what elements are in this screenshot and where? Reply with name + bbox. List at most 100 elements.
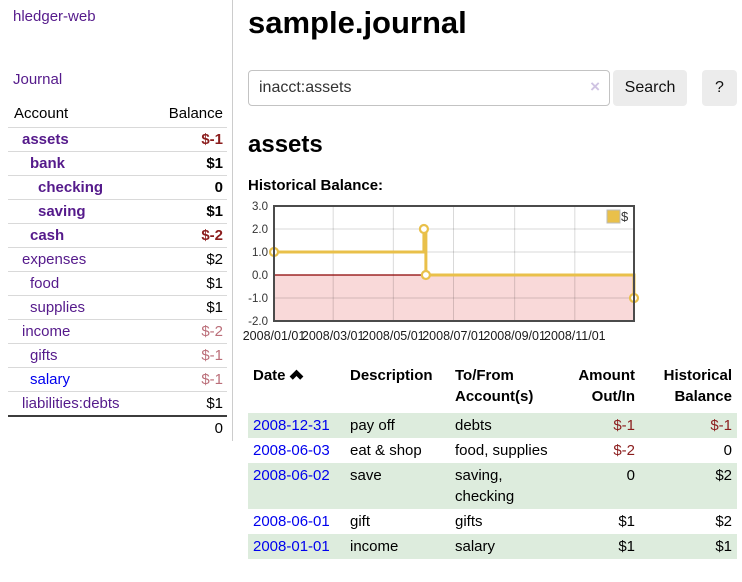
chart-x-tick-label: 2008/07/01 <box>422 329 485 343</box>
register-amount-cell: 0 <box>626 467 635 484</box>
brand-link[interactable]: hledger-web <box>13 8 96 25</box>
account-cell: bank <box>8 151 118 176</box>
chart-x-tick-label: 2008/05/01 <box>362 329 425 343</box>
sidebar-item-journal[interactable]: Journal <box>13 71 63 88</box>
account-row: assets $-1 <box>8 127 227 152</box>
account-balance: $1 <box>117 199 227 224</box>
account-balance: $1 <box>117 295 227 320</box>
chart-svg: $3.0 2.0 1.0 0.0 -1.0 -2.02008/01/012008/03/0… <box>243 201 640 343</box>
account-balance: $1 <box>117 271 227 296</box>
page-title: sample.journal <box>248 5 467 40</box>
page: hledger-web Journal Account Balance asse… <box>8 0 742 559</box>
account-row: food $1 <box>8 271 227 296</box>
register-accounts-cell: salary <box>455 538 496 555</box>
chart-border <box>273 205 635 322</box>
register-header-amount: Amount Out/In <box>578 367 635 405</box>
account-link[interactable]: income <box>22 323 71 340</box>
register-date-cell: 2008-06-01 <box>248 509 345 534</box>
transaction-date-link[interactable]: 2008-06-03 <box>253 442 330 459</box>
transaction-date-link[interactable]: 2008-06-02 <box>253 467 330 484</box>
account-cell: assets <box>8 127 118 152</box>
chart-title: Historical Balance: <box>248 177 384 194</box>
account-row: checking 0 <box>8 175 227 200</box>
account-balance: $1 <box>117 151 227 176</box>
chart-y-tick-label: 1.0 <box>252 247 268 259</box>
search-form: × Search ? <box>248 70 742 106</box>
account-balance: $1 <box>117 391 227 416</box>
register-header-description: Description <box>350 367 433 384</box>
register-date-cell: 2008-01-01 <box>248 534 345 559</box>
account-cell: food <box>8 271 118 296</box>
register-row: 2008-06-03 eat & shop food, supplies $-2 0 <box>248 438 737 463</box>
register-row: 2008-06-01 gift gifts $1 $2 <box>248 509 737 534</box>
account-balance: $-1 <box>117 367 227 392</box>
account-link[interactable]: checking <box>38 179 104 196</box>
chart-legend-swatch <box>606 209 621 224</box>
register-balance-cell: $2 <box>715 513 732 530</box>
account-balance: $-2 <box>117 319 227 344</box>
account-balance: 0 <box>117 175 227 200</box>
register-accounts-cell: gifts <box>455 513 483 530</box>
account-row: bank $1 <box>8 151 227 176</box>
account-balance: $-2 <box>117 223 227 248</box>
register-amount-cell: $1 <box>618 513 635 530</box>
account-link[interactable]: gifts <box>30 347 58 364</box>
register-header-date-label: Date <box>253 367 286 384</box>
account-cell: salary <box>8 367 118 392</box>
account-link[interactable]: bank <box>30 155 66 172</box>
account-link[interactable]: assets <box>22 131 69 148</box>
chart-x-tick-label: 2008/01/01 <box>243 329 306 343</box>
account-link[interactable]: liabilities:debts <box>22 395 120 412</box>
account-balance: $-1 <box>117 343 227 368</box>
chart-y-tick-label: -2.0 <box>248 316 268 328</box>
register-amount-cell: $-1 <box>613 417 635 434</box>
account-cell: income <box>8 319 118 344</box>
register-accounts-cell: saving, checking <box>455 467 515 505</box>
account-cell: saving <box>8 199 118 224</box>
account-link[interactable]: food <box>30 275 60 292</box>
transaction-date-link[interactable]: 2008-06-01 <box>253 513 330 530</box>
account-cell: liabilities:debts <box>8 391 120 416</box>
account-cell: gifts <box>8 343 118 368</box>
account-row: expenses $2 <box>8 247 227 272</box>
account-row: salary $-1 <box>8 367 227 392</box>
accounts-table: Account Balance assets $-1 bank $1 checking 0… <box>8 101 227 440</box>
register-accounts-cell: debts <box>455 417 492 434</box>
register-description-cell: pay off <box>350 417 395 434</box>
register-balance-cell: $-1 <box>710 417 732 434</box>
search-button[interactable]: Search <box>613 70 687 106</box>
account-link[interactable]: cash <box>30 227 65 244</box>
accounts-total-value: 0 <box>117 415 227 440</box>
accounts-total-row: 0 <box>8 415 227 440</box>
transaction-date-link[interactable]: 2008-12-31 <box>253 417 330 434</box>
register-date-cell: 2008-06-03 <box>248 438 345 463</box>
chart-data-point <box>420 269 431 281</box>
register-description-cell: gift <box>350 513 371 530</box>
clear-search-icon[interactable]: × <box>590 77 600 96</box>
register-amount-cell: $-2 <box>613 442 635 459</box>
register-header-date[interactable]: Date <box>248 363 345 413</box>
account-row: liabilities:debts $1 <box>8 391 227 416</box>
register-amount-cell: $1 <box>618 538 635 555</box>
register-table: Date Description To/From Account(s) Amou… <box>248 363 737 559</box>
account-link[interactable]: supplies <box>30 299 86 316</box>
main-content: sample.journal × Search ? assets Histori… <box>233 0 742 559</box>
chart-y-tick-label: 3.0 <box>252 201 268 213</box>
account-link[interactable]: expenses <box>22 251 87 268</box>
account-cell: checking <box>8 175 118 200</box>
chart-data-point <box>418 223 430 235</box>
accounts-header-row: Account Balance <box>8 101 227 128</box>
account-cell: cash <box>8 223 118 248</box>
search-input[interactable] <box>248 70 610 106</box>
register-row: 2008-01-01 income salary $1 $1 <box>248 534 737 559</box>
help-button[interactable]: ? <box>702 70 737 106</box>
account-link[interactable]: saving <box>38 203 86 220</box>
accounts-header-account: Account <box>14 105 69 122</box>
account-row: supplies $1 <box>8 295 227 320</box>
transaction-date-link[interactable]: 2008-01-01 <box>253 538 330 555</box>
register-header-balance: Historical Balance <box>663 367 732 405</box>
historical-balance-chart: $3.0 2.0 1.0 0.0 -1.0 -2.0 2008/01/01 2008/03/0… <box>240 198 742 350</box>
account-row: income $-2 <box>8 319 227 344</box>
account-link[interactable]: salary <box>30 371 71 388</box>
account-balance: $2 <box>117 247 227 272</box>
